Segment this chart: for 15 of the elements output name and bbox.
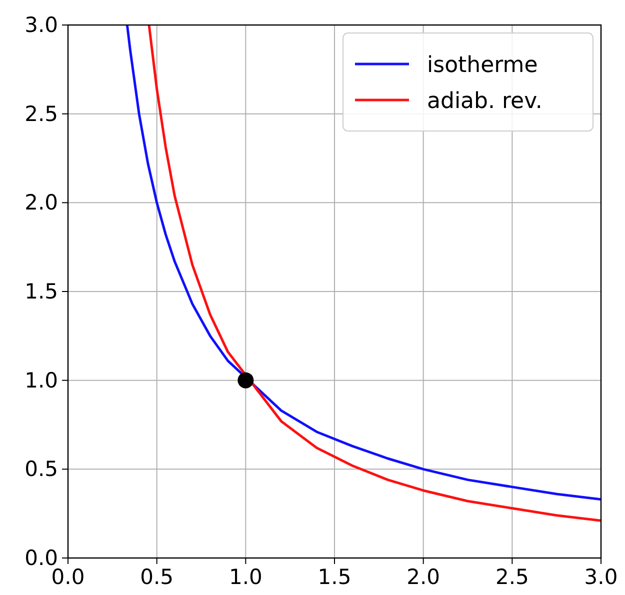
x-tick-label: 2.0 [406, 565, 440, 589]
y-tick-label: 1.5 [24, 280, 58, 304]
x-tick-label: 0.0 [51, 565, 85, 589]
x-tick-label: 1.5 [318, 565, 352, 589]
x-tick-label: 3.0 [584, 565, 618, 589]
x-tick-label: 1.0 [228, 565, 262, 589]
legend-label: isotherme [427, 53, 538, 78]
legend-label: adiab. rev. [427, 89, 542, 114]
y-tick-label: 2.0 [24, 190, 58, 215]
y-tick-label: 0.5 [24, 457, 58, 482]
y-tick-label: 1.0 [24, 368, 58, 392]
y-tick-label: 3.0 [24, 13, 58, 37]
x-tick-label: 2.5 [495, 565, 529, 589]
x-tick-label: 0.5 [140, 565, 174, 589]
y-tick-label: 2.5 [24, 102, 58, 126]
